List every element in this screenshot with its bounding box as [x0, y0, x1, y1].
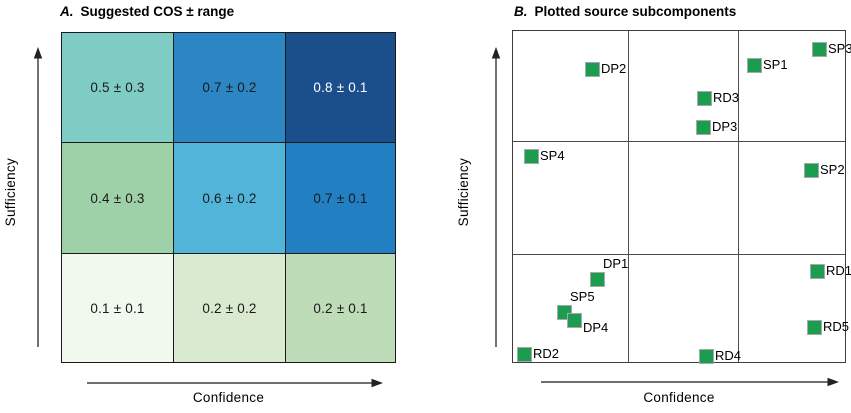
scatter-point-label-RD5: RD5 — [823, 318, 850, 334]
panel-b-letter: B. — [514, 4, 528, 19]
panel-b-x-axis-arrow — [541, 377, 839, 387]
grid-line-vertical-2 — [738, 31, 739, 362]
scatter-point-DP3 — [696, 120, 711, 135]
arrowhead-up-icon — [491, 47, 501, 59]
panel-b-y-axis-label: Sufficiency — [456, 158, 471, 227]
scatter-point-RD1 — [810, 264, 825, 279]
panel-a-y-axis-arrow — [33, 47, 43, 347]
scatter-point-label-SP5: SP5 — [570, 289, 595, 304]
cos-cell-value: 0.6 ± 0.2 — [202, 190, 257, 206]
panel-b-title-text: Plotted source subcomponents — [534, 4, 737, 19]
cos-cell-r1c1: 0.6 ± 0.2 — [174, 143, 286, 254]
scatter-point-label-RD1: RD1 — [826, 262, 851, 278]
panel-a-title-text: Suggested COS ± range — [80, 4, 235, 19]
scatter-point-label-SP1: SP1 — [763, 56, 788, 72]
scatter-point-SP4 — [524, 149, 539, 164]
cos-cell-r2c2: 0.2 ± 0.1 — [286, 254, 395, 362]
cos-cell-r0c1: 0.7 ± 0.2 — [174, 33, 286, 143]
cos-cell-r0c2: 0.8 ± 0.1 — [286, 33, 395, 143]
panel-a-letter: A. — [60, 4, 74, 19]
cos-cell-r1c0: 0.4 ± 0.3 — [62, 143, 174, 254]
panel-a-x-axis-arrow — [87, 378, 383, 388]
scatter-point-label-RD2: RD2 — [533, 345, 560, 361]
scatter-point-DP2 — [585, 62, 600, 77]
cos-matrix: 0.5 ± 0.3 0.7 ± 0.2 0.8 ± 0.1 0.4 ± 0.3 0.6 … — [61, 32, 396, 363]
scatter-point-RD2 — [517, 347, 532, 362]
cos-cell-value: 0.2 ± 0.1 — [313, 300, 368, 316]
scatter-point-label-DP3: DP3 — [712, 118, 738, 134]
panel-b-x-axis-label: Confidence — [643, 390, 715, 405]
scatter-point-label-RD3: RD3 — [713, 89, 740, 105]
panel-a-title: A. Suggested COS ± range — [60, 4, 234, 19]
scatter-point-RD3 — [697, 91, 712, 106]
cos-cell-value: 0.2 ± 0.2 — [202, 300, 257, 316]
cos-cell-value: 0.7 ± 0.2 — [202, 80, 257, 95]
cos-cell-value: 0.5 ± 0.3 — [90, 80, 145, 95]
cos-cell-r1c2: 0.7 ± 0.1 — [286, 143, 395, 254]
cos-cell-r2c0: 0.1 ± 0.1 — [62, 254, 174, 362]
panel-a-x-axis-label: Confidence — [192, 390, 265, 405]
scatter-point-label-DP1: DP1 — [603, 256, 629, 271]
scatter-point-label-SP4: SP4 — [540, 147, 565, 163]
grid-line-vertical-1 — [628, 31, 629, 362]
grid-line-horizontal-1 — [513, 141, 845, 142]
scatter-point-DP1 — [590, 272, 605, 287]
arrowhead-right-icon — [371, 378, 383, 388]
scatter-point-label-SP2: SP2 — [820, 161, 845, 177]
scatter-point-label-SP3: SP3 — [828, 40, 851, 56]
arrowhead-right-icon — [827, 377, 839, 387]
cos-cell-value: 0.4 ± 0.3 — [90, 190, 145, 206]
panel-a-y-axis-label: Sufficiency — [3, 158, 18, 227]
panel-b-y-axis-arrow — [491, 47, 501, 347]
scatter-point-RD4 — [699, 349, 714, 364]
scatter-point-label-DP4: DP4 — [583, 320, 609, 335]
scatter-point-label-DP2: DP2 — [601, 60, 627, 76]
scatter-point-DP4 — [567, 313, 582, 328]
scatter-point-SP1 — [747, 58, 762, 73]
scatter-plot: DP2 SP1 SP3 RD3 DP3 SP4 SP2 DP1 SP5 DP4 RD2 RD4 RD1 R… — [512, 30, 851, 364]
cos-cell-value: 0.7 ± 0.1 — [313, 190, 368, 206]
arrowhead-up-icon — [33, 47, 43, 59]
scatter-point-label-RD4: RD4 — [715, 347, 742, 363]
cos-cell-r2c1: 0.2 ± 0.2 — [174, 254, 286, 362]
cos-cell-r0c0: 0.5 ± 0.3 — [62, 33, 174, 143]
cos-cell-value: 0.8 ± 0.1 — [313, 80, 368, 95]
scatter-point-SP2 — [804, 163, 819, 178]
panel-b-title: B. Plotted source subcomponents — [514, 4, 736, 19]
scatter-point-SP3 — [812, 42, 827, 57]
cos-cell-value: 0.1 ± 0.1 — [90, 300, 145, 316]
grid-line-horizontal-2 — [513, 254, 845, 255]
scatter-point-RD5 — [807, 320, 822, 335]
